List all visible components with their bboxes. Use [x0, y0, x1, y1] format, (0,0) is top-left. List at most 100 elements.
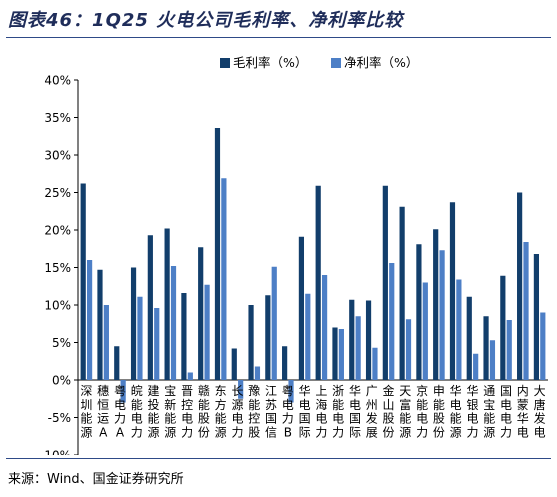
bar-gross-margin-16 [349, 299, 355, 380]
x-tick-label: 江苏国信 [265, 384, 277, 439]
bar-gross-margin-12 [282, 346, 288, 380]
bar-net-margin-11 [271, 266, 277, 380]
bar-net-margin-19 [405, 319, 412, 380]
bar-net-margin-14 [321, 275, 328, 380]
bar-net-margin-5 [170, 266, 177, 380]
bar-gross-margin-7 [198, 247, 204, 380]
legend-label-gross: 毛利率（%） [233, 55, 307, 70]
bar-gross-margin-19 [399, 206, 405, 380]
source-note: 来源：Wind、国金证券研究所 [8, 472, 184, 487]
y-tick-label: 15% [44, 261, 71, 275]
bar-gross-margin-15 [332, 327, 338, 380]
y-tick-label: 10% [44, 299, 71, 313]
bar-gross-margin-2 [114, 346, 120, 380]
bar-gross-margin-27 [533, 254, 540, 380]
bar-gross-margin-14 [315, 185, 321, 380]
x-tick-label: 宝新能源 [164, 384, 176, 439]
bar-net-margin-15 [338, 329, 344, 380]
y-tick-label: -10% [40, 449, 71, 456]
bar-gross-margin-23 [466, 296, 472, 380]
bar-gross-margin-5 [164, 228, 170, 380]
x-tick-label: 广州发展 [366, 384, 378, 439]
y-tick-label: 5% [52, 336, 71, 350]
y-tick-label: -5% [48, 411, 71, 425]
bar-net-margin-0 [86, 260, 93, 380]
x-tick-label: 浙能电力 [332, 384, 344, 439]
bar-gross-margin-3 [130, 267, 137, 380]
bar-gross-margin-10 [248, 305, 254, 380]
bar-gross-margin-1 [97, 269, 103, 380]
x-tick-label: 华电能源 [450, 384, 462, 439]
x-tick-label: 通宝能源 [483, 384, 495, 439]
bar-chart: 毛利率（%） 净利率（%） 40% 35% 30% 25% 20% 15% 10% 5% 0% -… [40, 55, 548, 456]
legend-label-net: 净利率（%） [344, 55, 418, 70]
chart-title: 图表46：1Q25 火电公司毛利率、净利率比较 [8, 10, 404, 31]
x-tick-label: 金山股份 [383, 383, 395, 439]
bar-net-margin-26 [523, 242, 529, 380]
bar-gross-margin-8 [214, 128, 221, 380]
bar-net-margin-25 [506, 320, 512, 380]
y-tick-label: 25% [44, 186, 71, 200]
bar-gross-margin-13 [298, 236, 305, 380]
x-tick-label: 穗恒运 A [97, 384, 109, 439]
bar-net-margin-13 [305, 293, 311, 380]
bar-gross-margin-22 [449, 202, 456, 380]
x-tick-label: 天富能源 [399, 384, 411, 439]
x-tick-label: 华电国际 [349, 384, 361, 439]
x-tick-label: 赣能股份 [198, 384, 210, 439]
bar-gross-margin-17 [365, 300, 372, 380]
legend-swatch-gross [220, 58, 230, 68]
y-tick-label: 0% [52, 374, 71, 388]
x-tick-label: 建投能源 [148, 384, 160, 439]
bar-gross-margin-20 [416, 244, 422, 380]
x-tick-label: 粤电力 A [114, 383, 126, 439]
bar-net-margin-12 [288, 380, 294, 403]
x-tick-label: 京能电力 [416, 384, 428, 439]
x-tick-label: 申能股份 [433, 384, 445, 439]
bar-net-margin-27 [540, 312, 546, 380]
x-tick-label: 华银电力 [466, 384, 478, 439]
x-tick-label: 上海电力 [315, 384, 327, 439]
bar-net-margin-4 [154, 308, 160, 380]
legend-swatch-net [331, 58, 341, 68]
x-tick-label: 粤电力 B [282, 383, 294, 439]
legend: 毛利率（%） 净利率（%） [220, 55, 418, 70]
x-tick-label: 国电电力 [500, 384, 512, 439]
x-tick-label: 东方能源 [215, 384, 227, 439]
bar-net-margin-24 [489, 340, 496, 380]
bar-net-margin-3 [137, 296, 143, 380]
x-tick-label: 华电国际 [299, 384, 311, 439]
bar-gross-margin-0 [80, 183, 86, 380]
y-tick-label: 35% [44, 111, 71, 125]
bar-net-margin-16 [355, 316, 361, 380]
x-tick-label: 长源电力 [231, 384, 243, 439]
bar-gross-margin-4 [147, 235, 153, 380]
source-divider [6, 458, 551, 459]
bar-gross-margin-24 [483, 316, 489, 380]
bar-net-margin-22 [456, 279, 462, 380]
x-tick-label: 晋控电力 [181, 384, 193, 439]
bar-gross-margin-25 [500, 275, 506, 380]
bar-gross-margin-26 [517, 192, 523, 380]
bar-net-margin-1 [103, 305, 109, 380]
x-tick-label: 皖能电力 [131, 384, 143, 439]
bar-net-margin-18 [389, 263, 395, 380]
y-tick-label: 20% [44, 224, 71, 238]
bar-gross-margin-9 [231, 348, 237, 380]
bar-net-margin-6 [187, 372, 193, 380]
bar-net-margin-17 [372, 347, 378, 380]
x-tick-label: 豫能控股 [248, 384, 260, 439]
bar-net-margin-7 [204, 284, 210, 380]
bar-gross-margin-6 [181, 293, 187, 380]
bar-net-margin-10 [254, 366, 261, 380]
bar-net-margin-20 [422, 282, 428, 380]
bar-gross-margin-11 [265, 295, 271, 380]
bar-net-margin-21 [439, 250, 445, 380]
bar-net-margin-8 [221, 178, 227, 380]
y-tick-label: 40% [44, 74, 71, 88]
bar-gross-margin-21 [433, 229, 439, 380]
x-tick-label: 内蒙华电 [517, 384, 529, 439]
bar-net-margin-2 [120, 380, 126, 403]
x-tick-label: 深圳能源 [80, 384, 92, 439]
y-tick-label: 30% [44, 149, 71, 163]
